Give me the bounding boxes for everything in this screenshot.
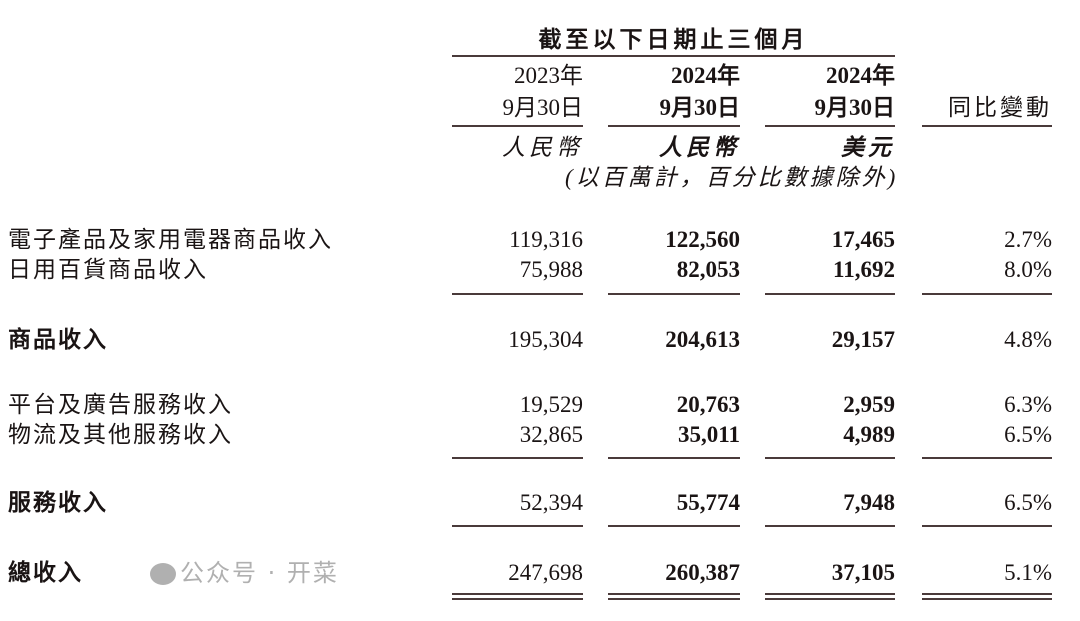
unit-note: (以百萬計，百分比數據除外): [565, 165, 899, 190]
value-cell: 35,011: [678, 422, 740, 447]
value-cell: 204,613: [665, 327, 740, 352]
value-cell: 52,394: [519, 490, 583, 515]
yoy-cell: 5.1%: [1004, 560, 1052, 585]
divider: [608, 125, 740, 127]
yoy-cell: 6.3%: [1004, 392, 1052, 417]
col3-currency: 美元: [841, 135, 895, 160]
col2-date: 9月30日: [659, 95, 741, 120]
divider: [608, 457, 740, 459]
yoy-cell: 6.5%: [1004, 422, 1052, 447]
value-cell: 17,465: [831, 227, 895, 252]
col3-year: 2024年: [826, 63, 895, 88]
watermark-text: 公众号 · 开菜: [180, 559, 339, 587]
divider: [765, 125, 895, 127]
col2-year: 2024年: [671, 63, 740, 88]
divider: [608, 293, 740, 295]
value-cell: 11,692: [833, 257, 895, 282]
value-cell: 2,959: [843, 392, 895, 417]
value-cell: 82,053: [676, 257, 740, 282]
row-label: 服務收入: [8, 490, 108, 515]
value-cell: 37,105: [831, 560, 895, 585]
divider: [922, 525, 1052, 527]
col3-date: 9月30日: [814, 95, 896, 120]
divider: [452, 293, 583, 295]
double-rule: [608, 593, 740, 595]
divider: [765, 457, 895, 459]
col1-date: 9月30日: [502, 95, 584, 120]
double-rule: [765, 598, 895, 600]
double-rule: [452, 593, 583, 595]
value-cell: 247,698: [508, 560, 583, 585]
col1-currency: 人民幣: [502, 135, 583, 160]
divider: [922, 125, 1052, 127]
divider: [765, 293, 895, 295]
wechat-icon: [150, 563, 176, 585]
double-rule: [452, 598, 583, 600]
yoy-cell: 2.7%: [1004, 227, 1052, 252]
value-cell: 4,989: [843, 422, 895, 447]
row-label: 商品收入: [8, 327, 108, 352]
divider: [452, 525, 583, 527]
divider: [922, 293, 1052, 295]
value-cell: 119,316: [509, 227, 583, 252]
divider: [765, 525, 895, 527]
double-rule: [922, 598, 1052, 600]
yoy-cell: 4.8%: [1004, 327, 1052, 352]
row-label: 平台及廣告服務收入: [8, 392, 233, 417]
value-cell: 195,304: [508, 327, 583, 352]
value-cell: 29,157: [831, 327, 895, 352]
double-rule: [922, 593, 1052, 595]
divider: [922, 457, 1052, 459]
row-label: 電子產品及家用電器商品收入: [8, 227, 333, 252]
value-cell: 20,763: [676, 392, 740, 417]
divider: [452, 457, 583, 459]
period-header: 截至以下日期止三個月: [538, 27, 809, 52]
col1-year: 2023年: [514, 63, 583, 88]
divider: [452, 55, 895, 57]
divider: [452, 125, 583, 127]
value-cell: 32,865: [519, 422, 583, 447]
yoy-cell: 6.5%: [1004, 490, 1052, 515]
row-label: 總收入: [8, 560, 83, 585]
yoy-header: 同比變動: [948, 95, 1052, 120]
value-cell: 19,529: [519, 392, 583, 417]
col2-currency: 人民幣: [659, 135, 740, 160]
double-rule: [765, 593, 895, 595]
value-cell: 55,774: [676, 490, 740, 515]
row-label: 物流及其他服務收入: [8, 422, 233, 447]
value-cell: 75,988: [519, 257, 583, 282]
value-cell: 7,948: [843, 490, 895, 515]
value-cell: 122,560: [665, 227, 740, 252]
double-rule: [608, 598, 740, 600]
yoy-cell: 8.0%: [1004, 257, 1052, 282]
watermark: 公众号 · 开菜: [150, 559, 339, 587]
divider: [608, 525, 740, 527]
value-cell: 260,387: [665, 560, 740, 585]
row-label: 日用百貨商品收入: [8, 257, 208, 282]
